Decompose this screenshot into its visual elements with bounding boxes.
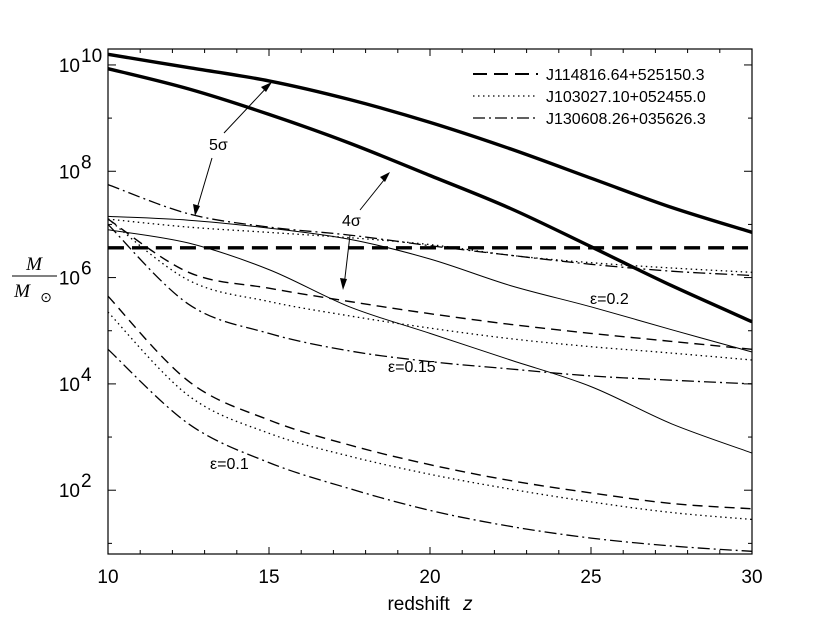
series-line-5 (107, 183, 753, 277)
annotation-eps-0.2: ε=0.2 (590, 291, 629, 308)
y-axis-label: M M ⊙ (12, 254, 57, 306)
annotation-5-sigma: 5σ (209, 137, 228, 154)
annotation-4-sigma: 4σ (342, 213, 361, 230)
series-line-6 (107, 218, 753, 273)
series-line-8 (107, 218, 753, 361)
y-axis-label-subscript: ⊙ (40, 290, 52, 306)
arrow-4-sigma-down (343, 234, 351, 287)
y-tick-label-0: 10 (59, 481, 80, 502)
legend-label-2: J130608.26+035626.3 (546, 111, 706, 128)
series-line-1 (107, 67, 753, 324)
x-axis-label: redshift z (387, 594, 473, 615)
y-tick-exponent-3: 8 (81, 152, 92, 173)
arrowhead-5-sigma-up (261, 82, 272, 92)
y-tick-label-1: 10 (59, 375, 80, 396)
x-tick-label-4: 30 (741, 567, 762, 588)
y-axis-label-numerator: M (25, 254, 43, 275)
y-tick-label-2: 10 (59, 269, 80, 290)
annotation-eps-0.15: ε=0.15 (388, 359, 436, 376)
y-tick-label-4: 10 (59, 56, 80, 77)
arrowhead-4-sigma-up (380, 172, 390, 182)
y-tick-exponent-4: 10 (81, 46, 102, 67)
x-tick-label-3: 25 (580, 567, 601, 588)
legend-label-0: J114816.64+525150.3 (546, 67, 705, 84)
series-line-3 (107, 215, 753, 353)
arrow-4-sigma-up (359, 174, 389, 211)
annotation-eps-0.1: ε=0.1 (210, 456, 249, 473)
legend-label-1: J103027.10+052455.0 (546, 89, 706, 106)
x-tick-label-2: 20 (419, 567, 440, 588)
series-line-0 (107, 52, 753, 235)
y-tick-exponent-1: 4 (81, 365, 92, 386)
legend: J114816.64+525150.3 J103027.10+052455.0 … (473, 67, 706, 128)
x-tick-label-0: 10 (97, 567, 118, 588)
y-axis-label-denominator: M (13, 281, 31, 302)
series-line-10 (107, 295, 753, 510)
arrowhead-5-sigma-down (193, 204, 200, 216)
series-line-11 (107, 311, 753, 521)
series-line-4 (107, 229, 753, 454)
y-tick-exponent-0: 2 (81, 471, 92, 492)
arrow-5-sigma-up (223, 83, 271, 134)
series-line-9 (107, 223, 753, 385)
x-tick-label-1: 15 (258, 567, 279, 588)
series-line-12 (107, 348, 753, 552)
annotations: 5σ 4σ ε=0.2 ε=0.15 ε=0.1 (193, 82, 629, 473)
y-tick-label-3: 10 (59, 162, 80, 183)
series-layer (107, 52, 753, 552)
x-axis-label-symbol: z (462, 594, 473, 615)
series-line-7 (107, 218, 753, 350)
y-tick-exponent-2: 6 (81, 259, 92, 280)
arrow-5-sigma-down (195, 157, 213, 213)
x-axis-label-text: redshift (387, 594, 450, 615)
arrowhead-4-sigma-down (340, 278, 347, 290)
